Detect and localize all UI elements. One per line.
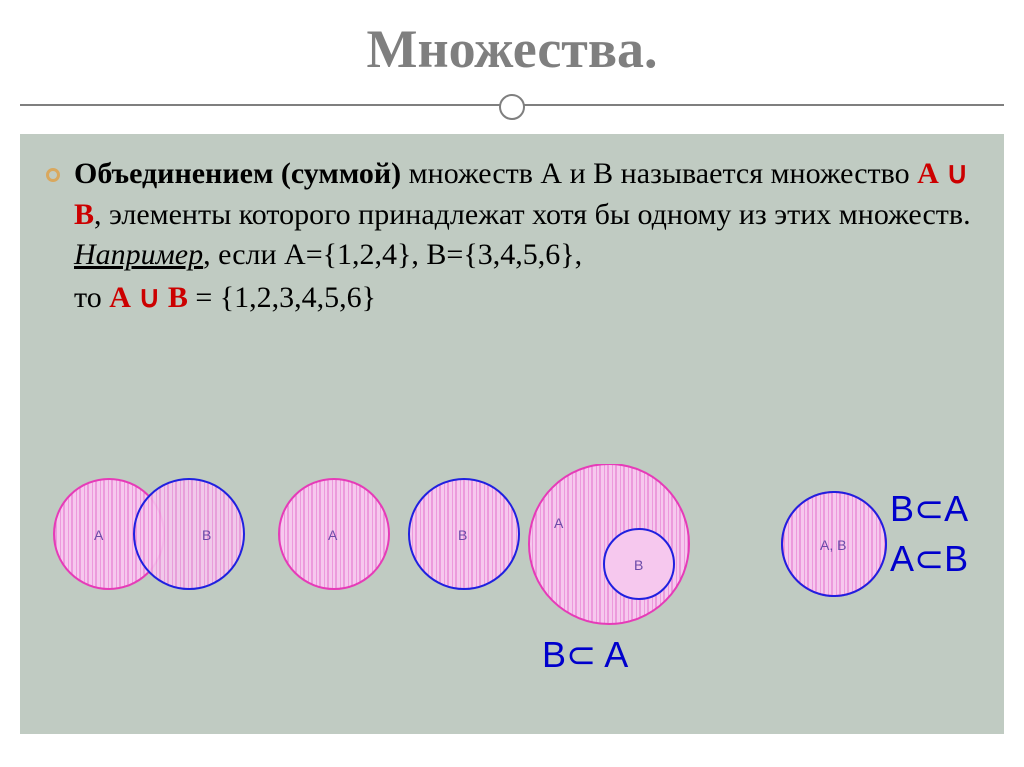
example-rest: , если А={1,2,4}, В={3,4,5,6}, (203, 238, 582, 271)
label-b: B (202, 527, 211, 543)
bullet-icon (46, 168, 60, 182)
label-b-3: B (634, 557, 643, 573)
subset-label-1: B⊂ A (542, 634, 628, 676)
subset-label-2: B⊂A (890, 488, 968, 530)
content-box: Объединением (суммой) множеств А и В наз… (20, 134, 1004, 734)
page-title: Множества. (0, 18, 1024, 80)
subset-label-3: A⊂B (890, 538, 968, 580)
venn-overlap: A B (54, 479, 244, 589)
title-area: Множества. (0, 0, 1024, 80)
venn-svg: A B A B A B (44, 464, 974, 704)
venn-disjoint: A B (279, 479, 519, 589)
example-result: то А ∪ В = {1,2,3,4,5,6} (74, 280, 978, 315)
label-ab: A, B (820, 537, 846, 553)
definition-text: Объединением (суммой) множеств А и В наз… (74, 154, 978, 276)
venn-subset: A B (529, 464, 689, 624)
lead-bold: Объединением (суммой) (74, 157, 409, 190)
slide: Множества. Объединением (суммой) множест… (0, 0, 1024, 767)
label-a: A (94, 527, 104, 543)
venn-equal: A, B (782, 492, 886, 596)
label-a-3: A (554, 515, 564, 531)
after-aub: , элементы которого принадлежат хотя бы … (94, 198, 971, 231)
label-b-2: B (458, 527, 467, 543)
then-prefix: то (74, 281, 109, 314)
example-word: Например (74, 238, 203, 271)
divider (0, 86, 1024, 126)
aub-symbol-2: А ∪ В (109, 281, 188, 314)
label-a-2: A (328, 527, 338, 543)
then-rest: = {1,2,3,4,5,6} (188, 281, 376, 314)
lead-rest: множеств А и В называется множество (409, 157, 917, 190)
bullet-row: Объединением (суммой) множеств А и В наз… (46, 154, 978, 276)
divider-circle-icon (499, 94, 525, 120)
venn-diagrams: A B A B A B (44, 464, 980, 704)
